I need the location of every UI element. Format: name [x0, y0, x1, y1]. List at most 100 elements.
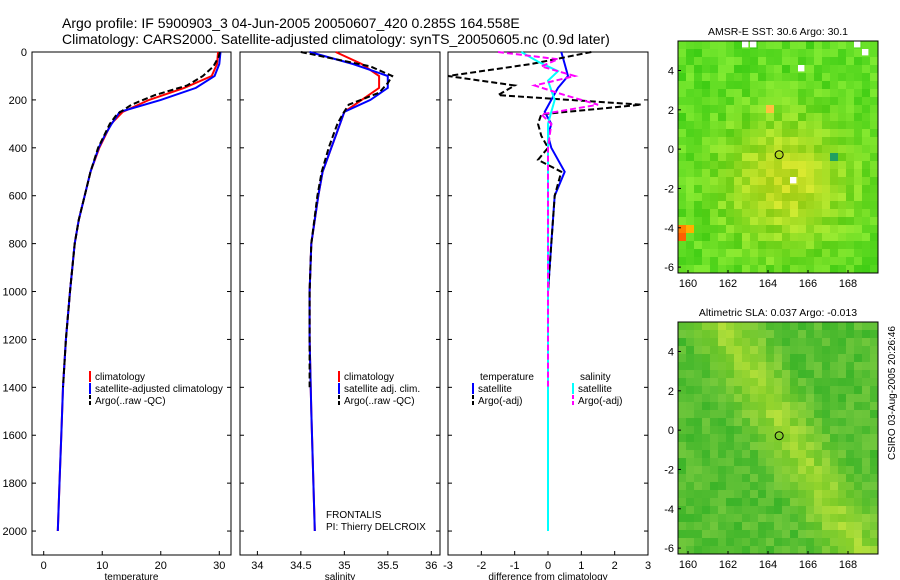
map-cell	[822, 89, 831, 98]
y-tick-label: 2	[668, 105, 674, 117]
map-cell	[798, 466, 807, 475]
map-cell	[862, 153, 871, 162]
map-cell	[678, 145, 687, 154]
map-cell	[686, 73, 695, 82]
map-cell	[710, 530, 719, 539]
y-tick-label: -6	[664, 262, 674, 274]
legend-entry: satellite	[478, 384, 512, 395]
map-cell	[766, 265, 775, 274]
map-cell	[702, 241, 711, 250]
map-cell	[710, 330, 719, 339]
map-cell	[798, 225, 807, 234]
map-cell	[734, 201, 743, 210]
map-cell	[806, 249, 815, 258]
map-cell	[678, 241, 687, 250]
map-cell	[742, 129, 751, 138]
map-cell	[686, 482, 695, 491]
map-cell	[806, 193, 815, 202]
float-position-marker	[774, 431, 784, 441]
map-cell	[750, 193, 759, 202]
map-cell	[814, 137, 823, 146]
map-cell	[782, 386, 791, 395]
float-project-label: FRONTALIS	[326, 510, 382, 521]
map-cell	[774, 482, 783, 491]
map-cell	[830, 217, 839, 226]
map-cell	[782, 426, 791, 435]
map-cell	[870, 330, 879, 339]
map-cell	[790, 249, 799, 258]
x-axis-label: difference from climatology	[488, 572, 607, 580]
map-cell	[726, 402, 735, 411]
map-cell	[742, 201, 751, 210]
map-cell	[854, 378, 863, 387]
map-cell	[870, 105, 879, 114]
map-cell	[750, 177, 759, 186]
map-cell	[702, 169, 711, 178]
map-cell	[782, 185, 791, 194]
map-cell	[782, 209, 791, 218]
map-cell	[678, 434, 687, 443]
map-cell	[798, 522, 807, 531]
map-cell	[702, 394, 711, 403]
map-cell	[742, 338, 751, 347]
map-cell	[710, 474, 719, 483]
map-cell	[710, 546, 719, 555]
map-cell	[758, 338, 767, 347]
map-cell	[830, 249, 839, 258]
map-cell	[846, 97, 855, 106]
map-cell	[694, 450, 703, 459]
map-cell	[870, 193, 879, 202]
map-cell	[734, 514, 743, 523]
map-cell	[758, 474, 767, 483]
map-cell	[742, 506, 751, 515]
map-cell	[726, 458, 735, 467]
x-tick-label: 166	[799, 278, 817, 290]
map-cell	[862, 490, 871, 499]
legend-entry: Argo(-adj)	[478, 396, 522, 407]
map-cell	[822, 362, 831, 371]
map-cell	[686, 41, 695, 50]
legend-entry: Argo(..raw -QC)	[344, 396, 415, 407]
map-cell	[854, 89, 863, 98]
map-cell	[726, 538, 735, 547]
map-cell	[790, 442, 799, 451]
map-cell	[838, 209, 847, 218]
map-cell	[854, 137, 863, 146]
map-cell	[758, 354, 767, 363]
map-cell	[814, 506, 823, 515]
map-cell	[726, 161, 735, 170]
map-cell	[822, 193, 831, 202]
map-cell	[838, 354, 847, 363]
map-cell	[782, 530, 791, 539]
map-cell	[694, 386, 703, 395]
map-cell	[678, 354, 687, 363]
y-tick-label: 1600	[3, 430, 27, 442]
map-cell	[822, 538, 831, 547]
map-cell	[854, 193, 863, 202]
map-cell	[862, 193, 871, 202]
map-cell	[822, 338, 831, 347]
map-cell	[742, 209, 751, 218]
map-cell	[678, 394, 687, 403]
map-cell	[822, 482, 831, 491]
map-cell	[734, 402, 743, 411]
map-cell	[766, 498, 775, 507]
map-cell	[798, 193, 807, 202]
map-cell	[870, 201, 879, 210]
map-cell	[726, 97, 735, 106]
map-cell	[870, 209, 879, 218]
map-cell	[710, 49, 719, 58]
map-cell	[766, 49, 775, 58]
map-cell	[846, 530, 855, 539]
y-tick-label: -4	[664, 504, 674, 516]
map-cell	[782, 97, 791, 106]
map-cell	[806, 506, 815, 515]
map-cell	[798, 322, 807, 331]
map-cell	[782, 249, 791, 258]
map-cell	[806, 153, 815, 162]
map-cell	[854, 105, 863, 114]
map-cell	[678, 185, 687, 194]
map-cell	[830, 209, 839, 218]
y-tick-label: 2000	[3, 526, 27, 538]
map-cell	[862, 81, 871, 90]
